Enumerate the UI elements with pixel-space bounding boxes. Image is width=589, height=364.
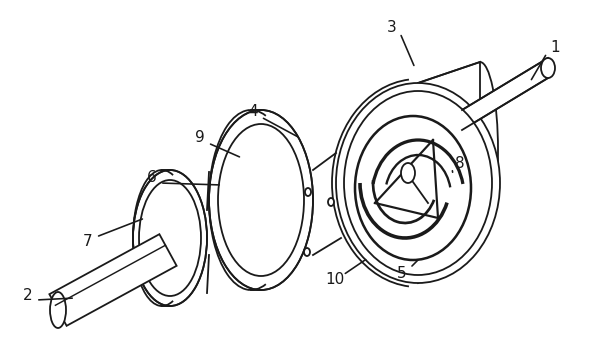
Ellipse shape [218, 124, 304, 276]
Text: 10: 10 [325, 273, 345, 288]
Ellipse shape [304, 248, 310, 256]
Text: 3: 3 [387, 20, 397, 36]
Polygon shape [418, 62, 480, 283]
Text: 8: 8 [455, 155, 465, 170]
Polygon shape [462, 58, 548, 130]
Ellipse shape [541, 58, 555, 78]
Text: 1: 1 [550, 40, 560, 55]
Polygon shape [49, 234, 177, 326]
Polygon shape [418, 62, 480, 283]
Ellipse shape [133, 170, 207, 306]
Text: 7: 7 [83, 234, 93, 249]
Ellipse shape [328, 198, 334, 206]
Text: 9: 9 [195, 131, 205, 146]
Ellipse shape [305, 188, 311, 196]
Ellipse shape [209, 110, 313, 290]
Text: 6: 6 [147, 170, 157, 186]
Text: 4: 4 [248, 104, 258, 119]
Ellipse shape [139, 180, 201, 296]
Ellipse shape [336, 83, 500, 283]
Ellipse shape [50, 292, 66, 328]
Text: 5: 5 [397, 265, 407, 281]
Ellipse shape [344, 91, 492, 275]
Ellipse shape [355, 116, 471, 260]
Text: 2: 2 [23, 288, 33, 302]
Ellipse shape [401, 163, 415, 183]
